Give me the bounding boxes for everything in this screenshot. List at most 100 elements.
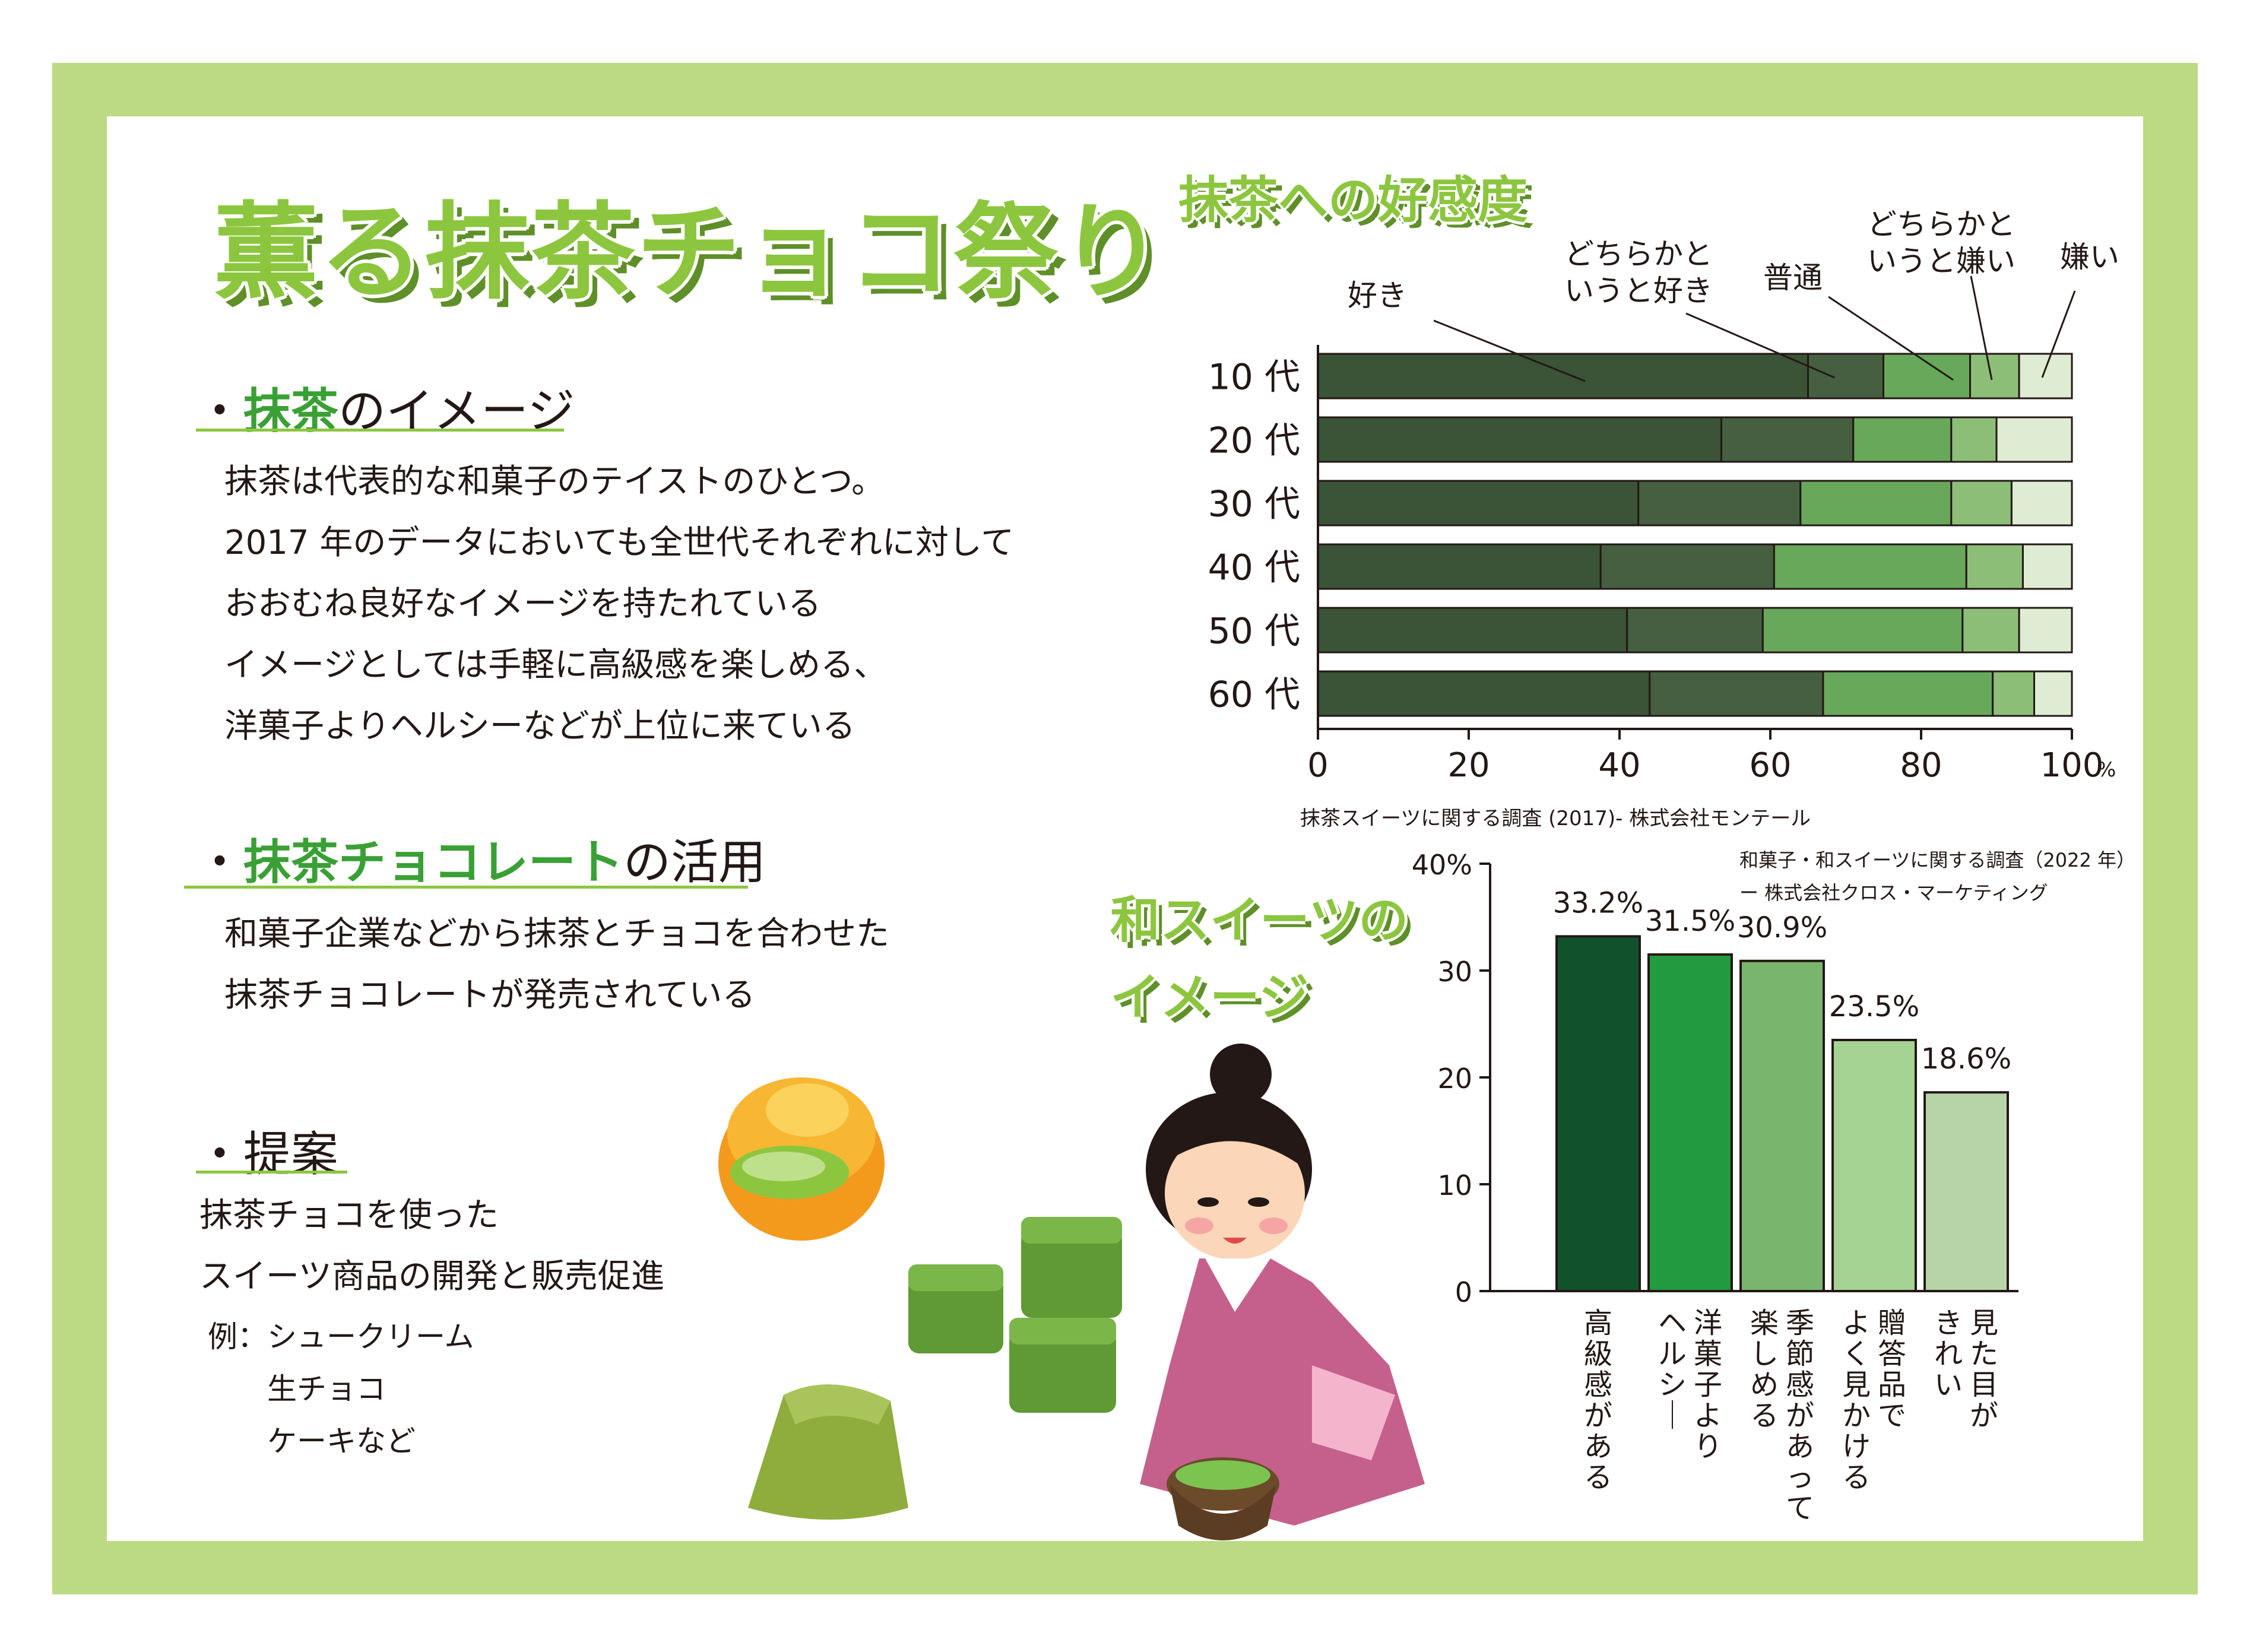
examples-list: 例：シュークリーム 生チョコ ケーキなど [208,1311,474,1467]
bar-0 [1555,935,1641,1292]
category-label-char: 答 [1878,1337,1906,1371]
body-line: スイーツ商品の開発と販売促進 [199,1257,664,1296]
bar-1 [1647,953,1733,1292]
category-label: 40 代 [1208,547,1300,589]
y-tick-label: 0 [1455,1276,1472,1308]
category-label-char: 級 [1584,1337,1612,1371]
legend-label: 普通 [1763,261,1823,295]
chart-source: ー 株式会社クロス・マーケティング [1739,882,2048,904]
category-label-char: る [1750,1399,1779,1432]
legend-label: いうと好き [1564,274,1713,308]
bar-segment-3 [1961,607,2020,654]
legend-label: いうと嫌い [1867,244,2016,278]
bar-3 [1831,1039,1917,1292]
category-label-char: り [1694,1430,1722,1463]
category-label-char: が [1970,1399,1998,1432]
category-label-char: 見 [1970,1307,1998,1340]
legend-leader-line [1433,319,1586,382]
woman-icon [1140,1044,1425,1540]
legend-leader-line [1970,275,1993,381]
bar-segment-4 [2021,543,2073,590]
body-line: 抹茶は代表的な和菓子のテイストのひとつ。 [224,462,885,501]
category-label-char: よ [1842,1307,1871,1340]
category-label-char: シ [1658,1368,1687,1401]
bar-segment-2 [1773,543,1967,590]
bar-2 [1739,959,1825,1293]
bar-segment-0 [1317,607,1628,654]
category-label-char: よ [1694,1399,1722,1432]
category-label-char: め [1750,1368,1779,1401]
chart1-title: 抹茶への好感度 [1178,171,1528,229]
category-label-char: け [1842,1430,1871,1463]
bar-segment-2 [1822,670,1994,717]
matcha-cake-icon [748,1384,908,1520]
category-label-char: 目 [1970,1368,1998,1401]
category-label: 50 代 [1208,611,1300,652]
body-line: 洋菓子よりヘルシーなどが上位に来ている [224,707,855,746]
heading-underline [184,886,748,889]
page-title: 薫る抹茶チョコ祭り [214,192,1165,313]
body-line: おおむね良好なイメージを持たれている [224,585,822,623]
bar-segment-1 [1637,480,1802,527]
category-label-char: 洋 [1694,1307,1722,1340]
x-tick-label: 20 [1447,746,1490,785]
bar-segment-3 [1992,670,2035,717]
bar-segment-4 [1995,416,2073,463]
category-label-char: あ [1786,1430,1814,1463]
x-tick-label: 100 [2040,746,2104,785]
bar-segment-3 [1950,480,2013,527]
legend-leader-line [1828,296,1954,381]
legend-label: どちらかと [1564,237,1713,271]
category-label-char: あ [1584,1430,1612,1463]
legend-label: 好き [1348,278,1407,313]
y-tick-label: 30 [1437,956,1472,988]
example-item: ケーキなど [267,1424,416,1458]
section3-body: 抹茶チョコを使った スイーツ商品の開発と販売促進 [199,1185,664,1307]
category-label-char: き [1934,1307,1963,1340]
bar-segment-1 [1599,543,1775,590]
bar-segment-0 [1317,543,1602,590]
category-label-char: て [1786,1492,1814,1525]
bar-segment-0 [1317,416,1722,463]
bar-4 [1923,1091,2009,1292]
bar-segment-4 [2010,480,2073,527]
bar-segment-2 [1883,353,1972,399]
bar-segment-0 [1317,480,1640,527]
category-label-char: が [1786,1399,1814,1432]
category-label-char: 子 [1694,1368,1722,1401]
cream-puff-icon [718,1077,885,1241]
bar-segment-4 [2018,607,2073,654]
category-label-char: 見 [1842,1368,1871,1401]
data-label: 30.9% [1737,911,1827,944]
chart-matcha-favorability: 10 代 20 代 30 代 40 代 50 代 60 代0 20 40 60 80 100% 抹茶ス… [1208,207,2119,830]
category-label-char: か [1842,1399,1871,1432]
nama-chocolate-icon [908,1217,1122,1413]
category-label-char: る [1842,1461,1871,1494]
category-label-char: た [1970,1337,1998,1371]
heading-rest: の活用 [623,835,766,890]
example-item: 生チョコ [267,1372,386,1406]
bar-segment-1 [1626,607,1764,654]
category-label-char: く [1842,1337,1871,1371]
category-label-char: 節 [1786,1337,1814,1371]
x-tick-label: 40 [1598,746,1640,785]
category-label-char: ヘ [1658,1307,1687,1340]
bar-segment-4 [2018,353,2073,399]
category-label-char: い [1934,1368,1963,1401]
category-label-char: 楽 [1750,1307,1779,1340]
legend-leader-line [2041,290,2076,378]
category-label-char: 贈 [1878,1307,1906,1340]
category-label-char: し [1750,1337,1779,1371]
heading-underline [196,1171,347,1174]
chart-source: 抹茶スイーツに関する調査 (2017)- 株式会社モンテール [1300,807,1811,830]
category-label-char: 菓 [1694,1337,1722,1371]
bar-segment-1 [1649,670,1824,717]
chart2-title: 和スイーツのイメージ [1110,891,1409,1026]
category-label-char: 感 [1786,1368,1814,1401]
section-matcha-chocolate-heading: ・抹茶チョコレートの活用 [196,824,766,893]
data-label: 23.5% [1829,990,1919,1023]
bar-segment-3 [1950,416,1998,463]
category-label: 20 代 [1208,420,1300,462]
x-tick-label: 80 [1900,746,1942,785]
